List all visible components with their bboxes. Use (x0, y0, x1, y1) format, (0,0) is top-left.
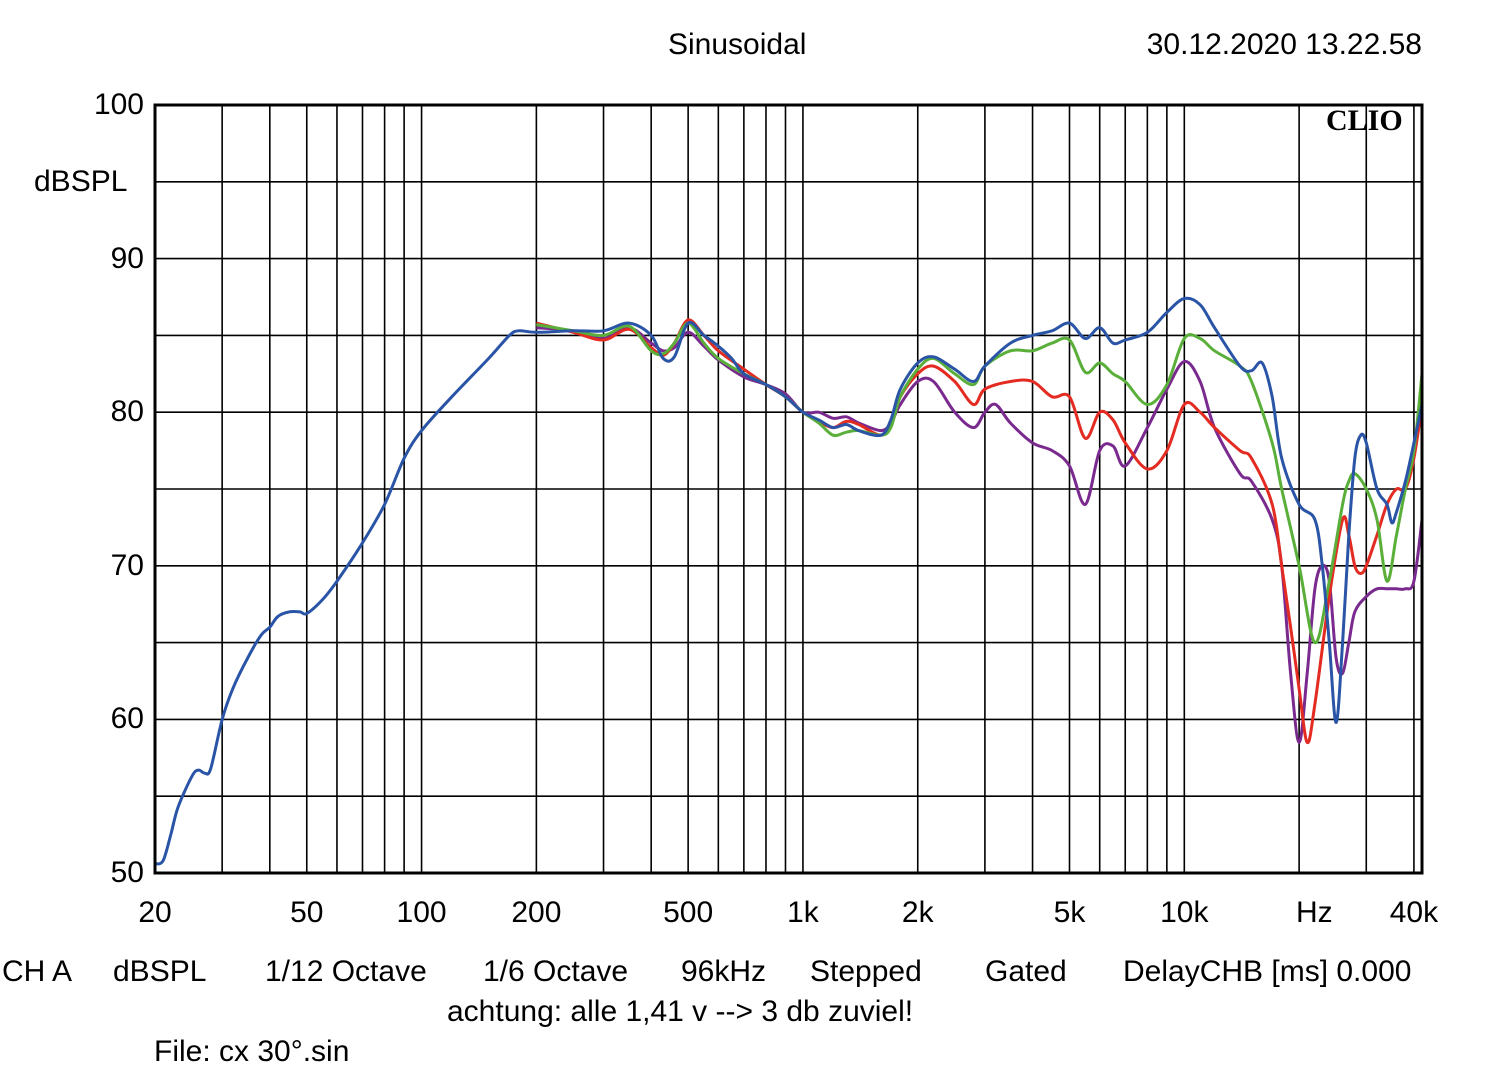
footer-mode: Stepped (810, 955, 922, 988)
footer-samplerate: 96kHz (681, 955, 767, 988)
chart-title: Sinusoidal (668, 28, 807, 61)
y-axis-unit-label: dBSPL (34, 165, 128, 198)
footer-smoothing-1: 1/12 Octave (265, 955, 427, 988)
clio-logo: CLIO (1326, 104, 1403, 137)
x-tick-label: 40k (1389, 896, 1439, 929)
x-tick-label: 10k (1160, 896, 1209, 929)
series-line-red (536, 318, 1424, 744)
y-tick-label: 60 (110, 702, 144, 736)
series-line-blue (154, 296, 1424, 866)
footer-ch: CH A (2, 955, 73, 988)
x-tick-label: 50 (290, 896, 324, 929)
x-tick-label: 1k (787, 896, 819, 929)
x-tick-label: 5k (1053, 896, 1086, 929)
series-line-purple (536, 326, 1424, 744)
y-tick-label: 50 (110, 856, 144, 889)
footer-smoothing-2: 1/6 Octave (483, 955, 629, 988)
grid (155, 105, 1422, 873)
footer-unit: dBSPL (113, 955, 207, 988)
timestamp: 30.12.2020 13.22.58 (1146, 28, 1422, 61)
footer-delay: DelayCHB [ms] 0.000 (1123, 955, 1412, 988)
x-tick-label: 200 (511, 896, 562, 929)
footer-file: File: cx 30°.sin (154, 1035, 350, 1068)
y-tick-label: 100 (93, 88, 144, 121)
x-tick-label: 500 (663, 896, 714, 929)
y-tick-label: 90 (110, 241, 144, 275)
x-tick-label: 100 (396, 896, 447, 929)
y-tick-label: 70 (110, 548, 144, 582)
footer-note: achtung: alle 1,41 v --> 3 db zuviel! (447, 995, 914, 1028)
series-line-green (536, 321, 1424, 645)
y-tick-label: 80 (110, 395, 144, 429)
x-tick-label: 2k (901, 896, 934, 929)
x-tick-label: 20 (138, 896, 172, 929)
series-group (154, 296, 1424, 866)
footer-gating: Gated (985, 955, 1067, 988)
x-axis-unit-label: Hz (1296, 896, 1333, 929)
plot-frame (153, 103, 1424, 875)
